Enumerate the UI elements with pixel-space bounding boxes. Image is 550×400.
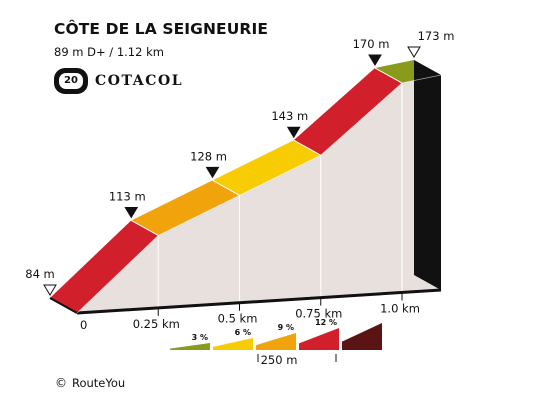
copyright-text: RouteYou bbox=[72, 376, 126, 390]
copyright: © RouteYou bbox=[55, 376, 125, 390]
segment-divider-top-4 bbox=[374, 67, 403, 84]
x-tick-label: 0.25 km bbox=[133, 317, 180, 331]
profile-segment-2 bbox=[131, 180, 240, 236]
triangle-marker-icon bbox=[205, 166, 220, 179]
elevation-label: 143 m bbox=[271, 109, 308, 123]
profile-side-segment-4 bbox=[320, 83, 402, 298]
segment-divider-top-3 bbox=[293, 139, 321, 156]
copyright-icon: © bbox=[55, 376, 67, 390]
elevation-markers: 84 m 113 m 128 m 143 m 170 m 173 m bbox=[25, 29, 455, 296]
gradient-swatch bbox=[342, 323, 382, 350]
profile-segment-1 bbox=[50, 220, 159, 313]
elevation-label: 170 m bbox=[353, 37, 390, 51]
gradient-label: 9 % bbox=[278, 323, 294, 332]
gradient-swatch bbox=[213, 338, 253, 350]
gradient-label: 12 % bbox=[315, 318, 337, 327]
profile-segment-dividers bbox=[131, 67, 403, 308]
x-tick-label: 0.75 km bbox=[295, 307, 342, 321]
subtitle: 89 m D+ / 1.12 km bbox=[54, 45, 164, 59]
triangle-marker-icon bbox=[368, 54, 382, 66]
distance-axis: 0 0.25 km 0.5 km 0.75 km 1.0 km bbox=[80, 292, 420, 332]
cotacol-badge: 20 bbox=[54, 68, 88, 94]
gradient-label: 6 % bbox=[235, 328, 251, 337]
title: CÔTE DE LA SEIGNEURIE bbox=[54, 20, 269, 38]
gradient-swatch bbox=[256, 333, 296, 350]
segment-divider-top-2 bbox=[212, 179, 240, 196]
hollow-triangle-marker-icon bbox=[43, 284, 57, 296]
triangle-marker-icon bbox=[286, 126, 301, 139]
profile-side-segment-2 bbox=[158, 195, 240, 308]
elevation-label: 84 m bbox=[25, 267, 55, 281]
profile-segment-4 bbox=[293, 68, 402, 156]
gradient-swatch bbox=[170, 343, 210, 350]
elevation-label: 113 m bbox=[109, 189, 146, 203]
cotacol-number: 20 bbox=[59, 73, 83, 89]
segment-divider-top-1 bbox=[131, 220, 159, 236]
triangle-marker-icon bbox=[124, 206, 139, 219]
profile-segment-3 bbox=[212, 140, 321, 196]
cotacol-logo: 20 COTACOL bbox=[54, 68, 194, 94]
profile-base bbox=[49, 60, 442, 315]
scale-bar-label: 250 m bbox=[261, 353, 298, 367]
hollow-triangle-marker-icon bbox=[407, 46, 421, 58]
cotacol-brand-name: COTACOL bbox=[95, 73, 184, 89]
x-tick-label: 1.0 km bbox=[380, 301, 420, 315]
gradient-label: 3 % bbox=[192, 333, 208, 342]
profile-side-segment-3 bbox=[239, 155, 321, 303]
profile-front-edge bbox=[76, 74, 442, 314]
elevation-label: 173 m bbox=[418, 29, 455, 43]
profile-end-cap bbox=[414, 60, 441, 290]
x-tick-label: 0 bbox=[80, 318, 87, 332]
gradient-swatch bbox=[299, 328, 339, 350]
profile-baseline bbox=[76, 288, 442, 315]
x-tick-label: 0.5 km bbox=[218, 312, 258, 326]
gradient-legend: 3 % 6 % 9 % 12 % 250 m bbox=[170, 318, 382, 367]
elevation-label: 128 m bbox=[190, 149, 227, 163]
